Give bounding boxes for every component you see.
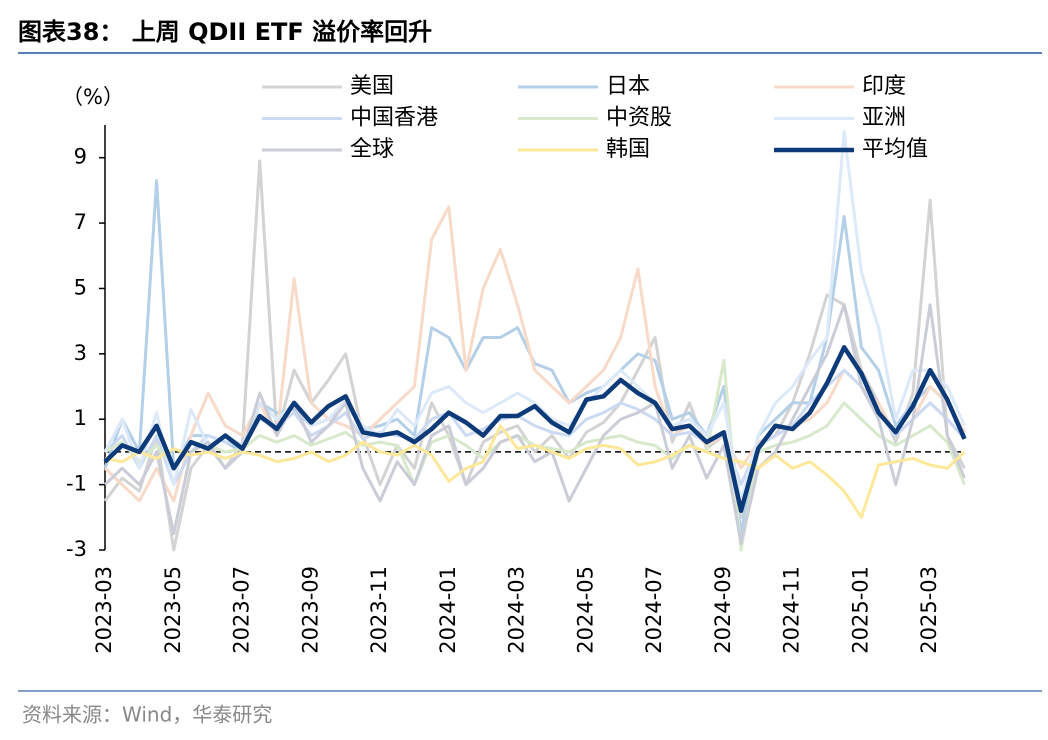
- y-tick-label: 3: [74, 341, 87, 365]
- x-tick-label: 2023-03: [92, 566, 116, 654]
- series-line: [103, 205, 966, 503]
- source: 资料来源：Wind，华泰研究: [22, 703, 272, 727]
- y-tick-label: 1: [74, 406, 87, 430]
- legend-label: 美国: [350, 74, 394, 99]
- series-line: [103, 159, 966, 552]
- legend-label: 全球: [350, 137, 394, 162]
- y-tick-label: -3: [66, 537, 87, 561]
- x-tick-label: 2025-03: [917, 566, 941, 654]
- legend-label: 印度: [862, 74, 906, 99]
- y-tick-label: 9: [74, 145, 87, 169]
- x-tick-label: 2023-07: [230, 566, 254, 654]
- x-tick-label: 2025-01: [848, 566, 872, 654]
- legend-label: 中资股: [606, 106, 672, 131]
- x-tick-label: 2024-07: [642, 566, 666, 654]
- legend-label: 中国香港: [350, 106, 438, 131]
- series-line: [104, 424, 966, 519]
- x-tick-label: 2024-03: [505, 566, 529, 654]
- y-tick-label: -1: [66, 472, 87, 496]
- series-line: [103, 345, 967, 514]
- x-tick-label: 2024-01: [436, 566, 460, 654]
- x-tick-label: 2024-05: [573, 566, 597, 654]
- legend-label: 平均值: [862, 137, 928, 162]
- legend-label: 韩国: [606, 137, 650, 162]
- y-tick-label: 7: [74, 210, 87, 234]
- legend-label: 日本: [606, 74, 650, 99]
- y-tick-label: 5: [74, 275, 87, 299]
- x-tick-label: 2023-05: [161, 566, 185, 654]
- series-line: [103, 303, 966, 545]
- x-tick-label: 2024-09: [711, 566, 735, 654]
- chart-title: 图表38： 上周 QDII ETF 溢价率回升: [18, 18, 432, 46]
- x-tick-label: 2023-11: [367, 566, 391, 654]
- y-unit: （%）: [62, 85, 124, 109]
- x-tick-label: 2024-11: [780, 566, 804, 654]
- legend-label: 亚洲: [862, 106, 906, 131]
- x-tick-label: 2023-09: [298, 566, 322, 654]
